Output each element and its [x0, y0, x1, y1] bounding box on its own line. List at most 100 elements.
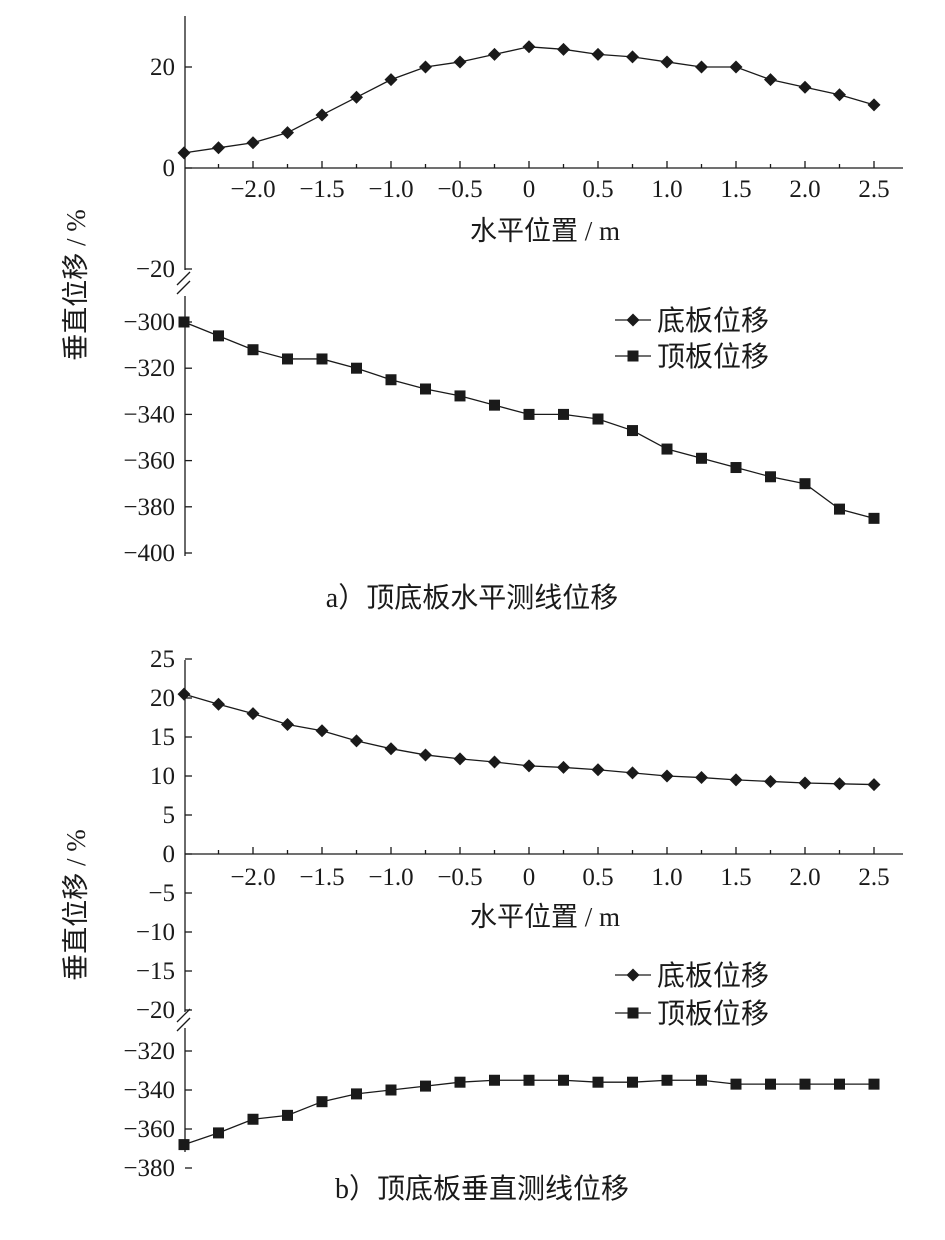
data-point: [661, 443, 673, 455]
data-point: [661, 1074, 673, 1086]
legend-label: 底板位移: [657, 960, 769, 992]
x-tick-label: 2.0: [789, 176, 820, 203]
y-tick-label: −380: [123, 494, 175, 521]
legend-marker: [627, 1007, 639, 1019]
data-point: [453, 752, 467, 766]
data-point: [489, 1074, 500, 1086]
y-tick-label: 10: [150, 763, 175, 790]
y-tick-label: 25: [150, 646, 175, 673]
data-point: [557, 42, 570, 56]
data-point: [281, 718, 294, 732]
x-tick-label: 1.5: [720, 864, 751, 891]
x-tick-label: −1.0: [368, 176, 413, 203]
y-tick-label: 0: [163, 841, 176, 868]
data-point: [350, 90, 363, 104]
y-tick-label: −20: [136, 256, 175, 283]
legend-label: 顶板位移: [657, 341, 769, 373]
figure-caption: a）顶底板水平测线位移: [326, 582, 618, 614]
data-point: [868, 512, 880, 524]
y-tick-label: −10: [136, 919, 175, 946]
x-tick-label: 2.5: [858, 176, 889, 203]
data-point: [799, 1078, 811, 1090]
data-point: [454, 390, 466, 402]
legend-marker: [626, 968, 640, 982]
data-point: [384, 73, 398, 87]
data-point: [453, 55, 467, 69]
axis-break-mark: [176, 1017, 191, 1032]
data-point: [420, 383, 431, 395]
axis-break-mark: [176, 280, 191, 295]
chart-panel-a: −2.0 −1.5 −1.0 −0.5 0 0.5 1.0 1.5 2.0 2.5 −20 0 20 −3…: [61, 16, 903, 614]
data-point: [592, 1076, 604, 1088]
data-point: [523, 1074, 535, 1086]
data-point: [523, 408, 535, 420]
legend-entry: 顶板位移: [615, 341, 769, 373]
x-tick-label: −1.0: [368, 864, 413, 891]
data-point: [558, 408, 569, 420]
data-point: [488, 755, 501, 769]
data-point: [213, 330, 224, 342]
legend-label: 顶板位移: [657, 998, 769, 1030]
x-tick-label: 1.0: [651, 176, 682, 203]
data-point: [246, 136, 260, 150]
data-point: [419, 748, 432, 762]
data-point: [522, 759, 536, 773]
data-point: [282, 353, 293, 365]
data-point: [489, 399, 500, 411]
data-point: [695, 771, 708, 785]
x-tick-label: 0.5: [582, 864, 613, 891]
y-tick-label: 15: [150, 724, 175, 751]
y-tick-label: −340: [123, 1077, 175, 1104]
x-tick-label: 2.5: [858, 864, 889, 891]
data-point: [868, 1078, 880, 1090]
y-tick-label: 20: [150, 54, 175, 81]
data-point: [385, 1084, 397, 1096]
data-point: [695, 60, 708, 74]
x-tick-label: 0: [523, 176, 536, 203]
series-line: [183, 321, 875, 519]
y-tick-label: −340: [123, 401, 175, 428]
data-point: [730, 462, 742, 474]
data-point: [247, 344, 259, 356]
y-tick-label: 0: [163, 155, 176, 182]
legend-entry: 底板位移: [615, 305, 769, 337]
data-point: [798, 80, 812, 94]
x-tick-label: −0.5: [437, 176, 482, 203]
data-point: [867, 778, 881, 792]
x-tick-label: 1.5: [720, 176, 751, 203]
data-point: [351, 1088, 362, 1100]
data-point: [212, 697, 225, 711]
data-point: [765, 471, 776, 483]
y-tick-label: −380: [123, 1155, 175, 1182]
data-point: [627, 425, 638, 437]
data-point: [350, 734, 363, 748]
x-tick-label: 0.5: [582, 176, 613, 203]
y-tick-label: 5: [163, 802, 176, 829]
data-point: [729, 60, 743, 74]
data-point: [247, 1113, 259, 1125]
data-point: [730, 1078, 742, 1090]
series-floor: [177, 40, 881, 160]
data-point: [765, 1078, 776, 1090]
legend-label: 底板位移: [657, 305, 769, 337]
data-point: [833, 88, 846, 102]
data-point: [591, 763, 605, 777]
data-point: [316, 353, 328, 365]
data-point: [833, 777, 846, 791]
x-tick-label: −2.0: [230, 176, 275, 203]
data-point: [384, 742, 398, 756]
x-tick-label: −0.5: [437, 864, 482, 891]
y-tick-label: −320: [123, 1038, 175, 1065]
data-point: [178, 316, 190, 328]
data-point: [246, 707, 260, 721]
data-point: [591, 47, 605, 61]
data-point: [177, 687, 191, 701]
data-point: [419, 60, 432, 74]
data-point: [282, 1109, 293, 1121]
x-tick-label: −2.0: [230, 864, 275, 891]
data-point: [834, 503, 845, 515]
data-point: [764, 73, 777, 87]
x-tick-label: −1.5: [299, 864, 344, 891]
chart-panel-b: −2.0 −1.5 −1.0 −0.5 0 0.5 1.0 1.5 2.0 2.5 −20 −15 −1…: [61, 646, 903, 1205]
